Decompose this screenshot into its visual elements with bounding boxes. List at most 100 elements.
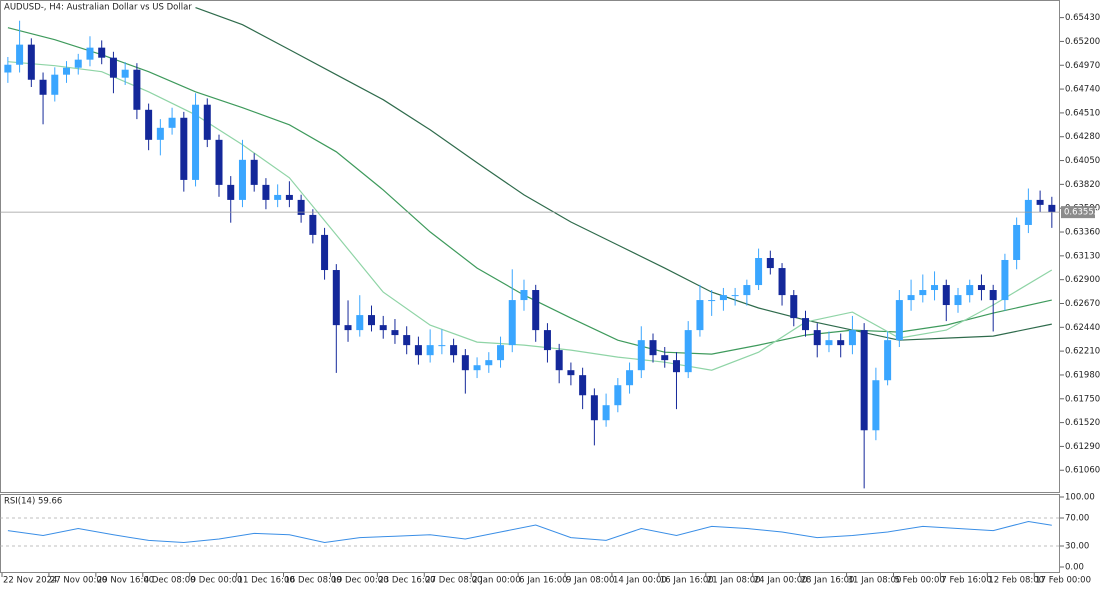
candle-body	[16, 44, 24, 65]
candle-body	[848, 330, 856, 346]
candle-body	[931, 285, 939, 291]
candle-body	[274, 194, 282, 200]
x-tick-label: 4 Dec 08:00	[144, 576, 196, 586]
x-tick-label: 2 Jan 00:00	[472, 576, 520, 586]
candle-body	[86, 47, 94, 60]
candle-body	[98, 47, 106, 58]
candle-body	[755, 258, 763, 286]
candle-body	[802, 318, 810, 331]
candle-body	[649, 340, 657, 356]
y-tick-label: 0.63130	[1065, 251, 1100, 261]
candle-body	[39, 79, 47, 95]
y-tick-label: 0.61290	[1065, 442, 1100, 452]
candle-body	[813, 330, 821, 346]
price-panel	[0, 0, 1060, 493]
x-tick-label: 28 Jan 16:00	[801, 576, 855, 586]
candle-body	[262, 184, 270, 200]
x-tick-label: 16 Dec 08:00	[285, 576, 342, 586]
y-tick-label: 0.63820	[1065, 180, 1100, 190]
candle-body	[872, 380, 880, 431]
x-tick-label: 9 Jan 08:00	[566, 576, 614, 586]
candle-body	[133, 69, 141, 110]
candle-body	[977, 285, 985, 291]
candle-body	[555, 350, 563, 371]
y-tick-label: 0.61520	[1065, 418, 1100, 428]
y-tick-label: 0.61060	[1065, 466, 1100, 476]
rsi-tick-label: 30.00	[1065, 542, 1089, 552]
candle-body	[532, 290, 540, 331]
candle-body	[238, 159, 246, 200]
current-price-label: 0.63552	[1064, 208, 1099, 218]
candle-body	[250, 159, 258, 185]
candle-body	[696, 300, 704, 331]
candle-body	[403, 335, 411, 346]
candle-body	[356, 315, 364, 331]
x-tick-label: 31 Jan 08:00	[848, 576, 902, 586]
candle-body	[450, 345, 458, 356]
candle-body	[954, 295, 962, 306]
x-tick-label: 22 Nov 2024	[3, 576, 57, 586]
candle-body	[121, 69, 129, 78]
candle-body	[215, 139, 223, 185]
rsi-tick-label: 0.00	[1065, 563, 1084, 573]
candle-body	[497, 345, 505, 361]
candle-body	[661, 355, 669, 361]
candle-body	[1001, 259, 1009, 301]
x-tick-label: 19 Dec 00:00	[331, 576, 388, 586]
x-tick-label: 6 Jan 16:00	[519, 576, 567, 586]
candle-body	[379, 325, 387, 331]
candle-body	[602, 405, 610, 421]
x-tick-label: 17 Feb 00:00	[1035, 576, 1091, 586]
y-tick-label: 0.64050	[1065, 156, 1100, 166]
candle-body	[966, 285, 974, 296]
candle-body	[731, 295, 739, 297]
candle-body	[860, 330, 868, 431]
y-tick-label: 0.65430	[1065, 13, 1100, 23]
x-tick-label: 16 Jan 16:00	[660, 576, 714, 586]
moving-average	[7, 61, 1053, 371]
candle-body	[614, 385, 622, 406]
candle-body	[1036, 199, 1044, 205]
candle-body	[63, 67, 71, 75]
y-tick-label: 0.64970	[1065, 61, 1100, 71]
candle-body	[778, 268, 786, 296]
rsi-tick-label: 70.00	[1065, 514, 1089, 524]
candle-body	[109, 57, 117, 78]
rsi-title: RSI(14) 59.66	[4, 497, 62, 507]
y-tick-label: 0.61750	[1065, 394, 1100, 404]
x-tick-label: 7 Feb 16:00	[941, 576, 991, 586]
current-price-box	[1061, 206, 1095, 219]
candle-body	[1013, 224, 1021, 260]
candle-body	[766, 258, 774, 269]
candle-body	[344, 325, 352, 331]
candle-body	[309, 214, 317, 235]
y-tick-label: 0.64510	[1065, 108, 1100, 118]
candle-body	[626, 370, 634, 386]
x-tick-label: 24 Jan 00:00	[754, 576, 808, 586]
candle-body	[168, 117, 176, 128]
candle-body	[51, 74, 59, 95]
candle-body	[567, 370, 575, 376]
candle-body	[414, 345, 422, 356]
rsi-tick-label: 100.00	[1065, 493, 1095, 503]
candle-body	[895, 300, 903, 341]
x-tick-label: 14 Jan 00:00	[613, 576, 667, 586]
candle-body	[520, 290, 528, 301]
candle-body	[684, 330, 692, 373]
candle-body	[485, 360, 493, 366]
candle-body	[884, 340, 892, 381]
candle-body	[743, 285, 751, 296]
x-tick-label: 29 Nov 16:00	[97, 576, 154, 586]
candle-body	[637, 340, 645, 371]
candle-body	[180, 117, 188, 180]
candle-body	[4, 64, 12, 73]
x-tick-label: 5 Feb 00:00	[894, 576, 944, 586]
candle-body	[837, 340, 845, 346]
x-tick-label: 27 Dec 08:00	[425, 576, 482, 586]
y-tick-label: 0.62210	[1065, 347, 1100, 357]
candle-body	[367, 315, 375, 326]
candle-body	[426, 345, 434, 356]
